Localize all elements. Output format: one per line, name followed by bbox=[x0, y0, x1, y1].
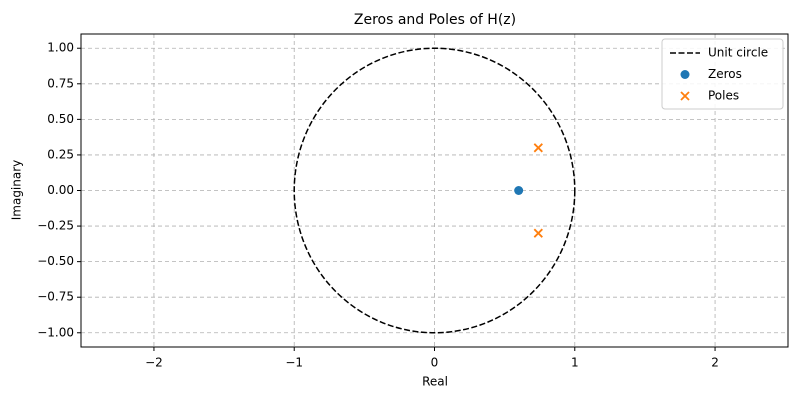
y-tick-label: −0.25 bbox=[37, 219, 74, 233]
zero-marker bbox=[514, 186, 524, 195]
x-tick-label: 1 bbox=[571, 356, 579, 370]
x-axis-label: Real bbox=[422, 375, 448, 389]
x-tick-label: −1 bbox=[285, 356, 303, 370]
y-tick-label: −0.50 bbox=[37, 254, 74, 268]
y-tick-label: −1.00 bbox=[37, 325, 74, 339]
unit-circle bbox=[293, 47, 576, 334]
plot-frame bbox=[80, 33, 789, 348]
y-tick-label: 0.00 bbox=[47, 183, 74, 197]
legend-label: Unit circle bbox=[708, 46, 768, 60]
x-tick-label: 0 bbox=[431, 356, 439, 370]
pole-marker bbox=[533, 143, 543, 153]
y-axis-label: Imaginary bbox=[10, 160, 24, 221]
x-tick-label: 2 bbox=[711, 356, 719, 370]
chart-title: Zeros and Poles of H(z) bbox=[354, 12, 516, 28]
y-tick-label: 0.75 bbox=[47, 76, 74, 90]
legend-label: Zeros bbox=[708, 67, 742, 81]
pole-marker bbox=[533, 228, 543, 238]
legend-swatch bbox=[680, 91, 690, 101]
y-tick-label: 0.50 bbox=[47, 112, 74, 126]
legend-label: Poles bbox=[708, 89, 739, 103]
y-tick-label: 1.00 bbox=[47, 41, 74, 55]
legend-swatch bbox=[680, 70, 690, 79]
legend-box bbox=[661, 38, 784, 110]
y-tick-label: 0.25 bbox=[47, 147, 74, 161]
y-tick-label: −0.75 bbox=[37, 290, 74, 304]
x-tick-label: −2 bbox=[145, 356, 163, 370]
